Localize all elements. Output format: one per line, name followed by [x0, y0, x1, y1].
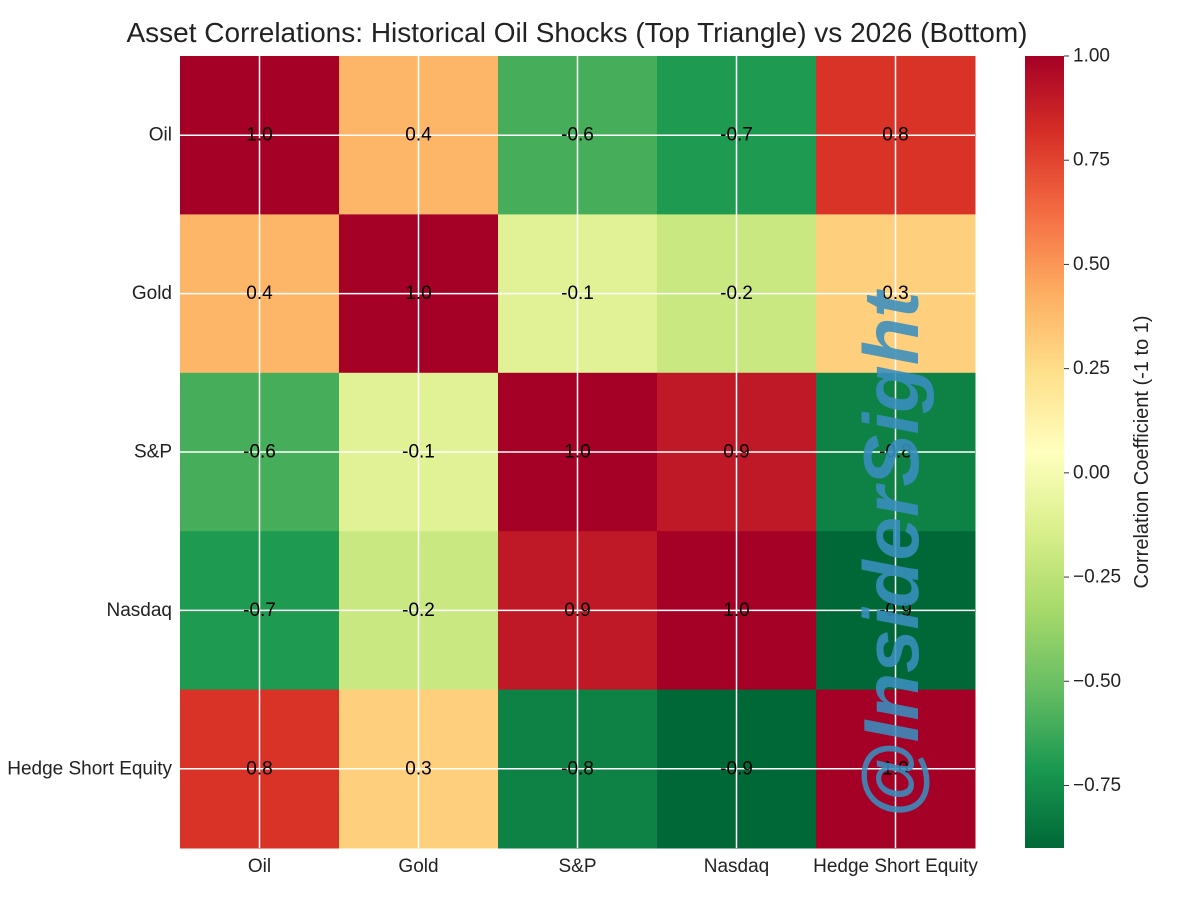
cell-value-label: 0.3 — [405, 758, 431, 779]
x-tick-label: S&P — [558, 856, 596, 877]
y-tick-label: Gold — [132, 283, 172, 304]
cell-value-label: -0.9 — [879, 600, 912, 621]
colorbar-tick-label: 0.25 — [1073, 358, 1110, 379]
x-tick-label: Oil — [248, 856, 271, 877]
cell-value-label: -0.2 — [402, 600, 435, 621]
y-axis-tick-labels: Oil Gold S&P Nasdaq Hedge Short Equity — [7, 125, 172, 780]
cell-value-label: 0.9 — [564, 600, 590, 621]
cell-value-label: 1.0 — [723, 600, 749, 621]
cell-value-label: 1.0 — [882, 758, 908, 779]
cell-value-label: -0.1 — [402, 442, 435, 463]
cell-value-label: 0.4 — [405, 125, 432, 146]
y-tick-label: S&P — [134, 442, 172, 463]
chart-title: Asset Correlations: Historical Oil Shock… — [127, 17, 1028, 48]
cell-value-label: -0.6 — [243, 442, 276, 463]
cell-value-label: 0.9 — [723, 442, 749, 463]
cell-value-label: 1.0 — [564, 442, 590, 463]
colorbar-tick-label: −0.25 — [1073, 567, 1121, 588]
cell-value-label: -0.9 — [720, 758, 753, 779]
y-tick-label: Oil — [149, 125, 172, 146]
cell-value-label: 0.8 — [882, 125, 908, 146]
watermark-text: @InsiderSight — [847, 289, 935, 819]
colorbar-ticks: 1.00 0.75 0.50 0.25 0.00 −0.25 −0.50 −0.75 — [1064, 46, 1121, 796]
colorbar-tick-label: −0.75 — [1073, 775, 1121, 796]
cell-value-label: -0.1 — [561, 283, 594, 304]
cell-value-label: -0.2 — [720, 283, 753, 304]
x-axis-tick-labels: Oil Gold S&P Nasdaq Hedge Short Equity — [248, 856, 979, 877]
grid-lines — [180, 56, 975, 848]
colorbar-tick-label: 0.75 — [1073, 150, 1110, 171]
x-tick-label: Hedge Short Equity — [813, 856, 978, 877]
colorbar-tick-label: 1.00 — [1073, 46, 1110, 67]
cell-value-label: 0.8 — [246, 758, 272, 779]
cell-value-labels: 1.0 0.4 -0.6 -0.7 0.8 0.4 1.0 -0.1 -0.2 0.3 -0.6 -0… — [243, 125, 912, 780]
y-tick-label: Nasdaq — [107, 600, 173, 621]
cell-value-label: 1.0 — [405, 283, 431, 304]
cell-value-label: 1.0 — [246, 125, 272, 146]
cell-value-label: -0.8 — [561, 758, 594, 779]
cell-value-label: -0.8 — [879, 442, 912, 463]
cell-value-label: 0.4 — [246, 283, 273, 304]
y-tick-label: Hedge Short Equity — [7, 758, 172, 779]
colorbar-tick-label: −0.50 — [1073, 671, 1121, 692]
x-tick-label: Nasdaq — [704, 856, 770, 877]
cell-value-label: -0.6 — [561, 125, 594, 146]
colorbar-tick-label: 0.50 — [1073, 254, 1110, 275]
colorbar-label: Correlation Coefficient (-1 to 1) — [1131, 315, 1153, 588]
cell-value-label: -0.7 — [243, 600, 276, 621]
cell-value-label: 0.3 — [882, 283, 908, 304]
x-tick-label: Gold — [398, 856, 438, 877]
cell-value-label: -0.7 — [720, 125, 753, 146]
colorbar-gradient — [1025, 56, 1064, 848]
colorbar: 1.00 0.75 0.50 0.25 0.00 −0.25 −0.50 −0.75 Corr… — [1025, 46, 1153, 848]
colorbar-tick-label: 0.00 — [1073, 462, 1110, 483]
